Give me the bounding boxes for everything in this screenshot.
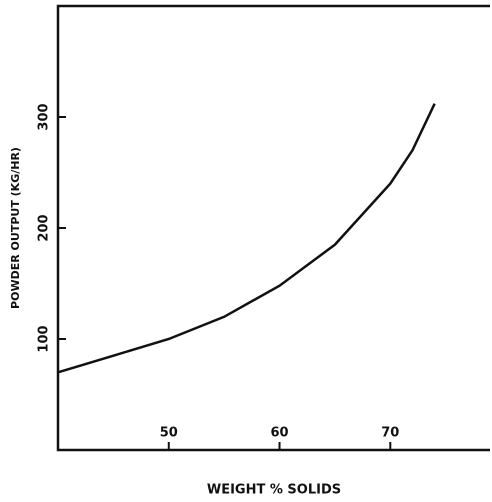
y-tick-label: 200	[37, 214, 52, 241]
y-tick-label: 100	[37, 325, 52, 352]
y-tick-label: 300	[37, 103, 52, 130]
x-axis-label: WEIGHT % SOLIDS	[207, 483, 341, 498]
x-tick-label: 50	[160, 426, 178, 441]
x-tick-label: 60	[270, 426, 288, 441]
chart: WEIGHT % SOLIDS POWDER OUTPUT (KG/HR) 50…	[0, 0, 492, 502]
x-tick-label: 70	[381, 426, 399, 441]
plot-frame	[58, 6, 490, 450]
y-axis-label: POWDER OUTPUT (KG/HR)	[9, 147, 22, 309]
data-line	[58, 104, 435, 373]
